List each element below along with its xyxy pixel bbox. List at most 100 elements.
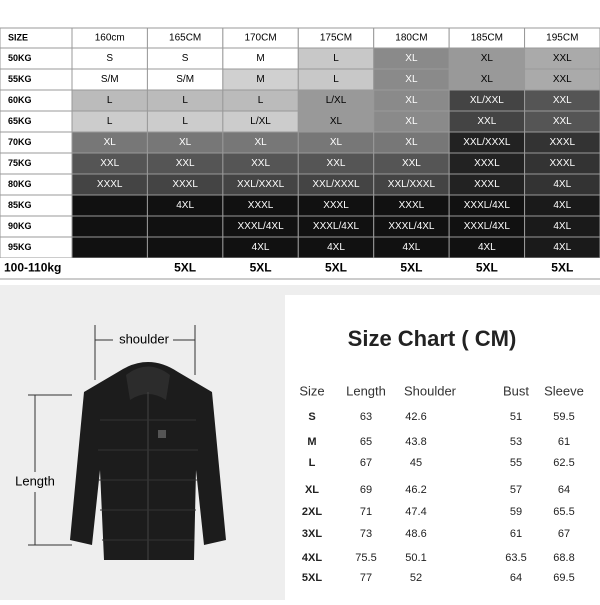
size-cell: XL: [405, 53, 418, 64]
size-name: S: [308, 411, 315, 423]
size-cell: L: [333, 74, 339, 85]
chart-header: Sleeve: [544, 383, 584, 398]
header-text: 170CM: [244, 33, 276, 44]
measurement: 61: [510, 528, 522, 540]
size-cell: XL: [481, 53, 494, 64]
size-cell: XXL: [477, 116, 496, 127]
size-cell: 5XL: [174, 261, 196, 275]
measurement: 47.4: [405, 506, 426, 518]
size-cell: XL: [405, 74, 418, 85]
size-cell: XXXL: [323, 200, 349, 211]
size-cell: XXL: [251, 158, 270, 169]
weight-label: 90KG: [8, 221, 32, 231]
measurement: 48.6: [405, 528, 426, 540]
table-cell: [146, 236, 224, 259]
size-cell: M: [256, 53, 264, 64]
table-cell: [524, 258, 600, 279]
size-cell: S/M: [176, 74, 194, 85]
size-cell: L: [182, 95, 188, 106]
size-cell: XXL/XXXL: [237, 179, 285, 190]
size-cell: XXXL/4XL: [388, 221, 435, 232]
measurement: 62.5: [553, 457, 574, 469]
size-cell: XL: [179, 137, 192, 148]
label-bg: [113, 330, 173, 350]
size-cell: XXXL: [97, 179, 123, 190]
size-cell: 4XL: [252, 242, 270, 253]
measurement: 57: [510, 484, 522, 496]
weight-label: 100-110kg: [4, 261, 61, 275]
size-cell: XXL: [553, 116, 572, 127]
size-cell: S: [182, 53, 189, 64]
table-cell: [71, 194, 148, 217]
size-cell: XL: [330, 116, 343, 127]
table-cell: [449, 258, 525, 279]
size-cell: XXXL: [549, 137, 575, 148]
size-cell: XXXL/4XL: [313, 221, 360, 232]
size-cell: 5XL: [250, 261, 272, 275]
size-cell: 4XL: [553, 200, 571, 211]
table-cell: [298, 258, 374, 279]
size-cell: XL: [254, 137, 267, 148]
size-cell: XXXL: [399, 200, 425, 211]
measurement: 69.5: [553, 572, 574, 584]
chart-header: Bust: [503, 383, 529, 398]
header-text: SIZE: [8, 32, 28, 42]
size-cell: XXXL: [474, 179, 500, 190]
measurement: 68.8: [553, 552, 574, 564]
size-cell: XXL: [553, 53, 572, 64]
size-cell: XXL: [553, 95, 572, 106]
size-cell: XXL/XXXL: [463, 137, 511, 148]
size-cell: S/M: [101, 74, 119, 85]
measurement: 45: [410, 457, 422, 469]
measurement: 63: [360, 411, 372, 423]
table-cell: [0, 258, 72, 279]
measurement: 65.5: [553, 506, 574, 518]
weight-label: 80KG: [8, 179, 32, 189]
size-cell: L: [333, 53, 339, 64]
weight-label: 85KG: [8, 200, 32, 210]
chart-bg: [285, 295, 600, 600]
size-cell: 4XL: [176, 200, 194, 211]
measurement: 73: [360, 528, 372, 540]
measurement: 59: [510, 506, 522, 518]
shoulder-label: shoulder: [119, 331, 170, 346]
header-text: 175CM: [320, 33, 352, 44]
jacket: [70, 362, 226, 560]
length-label: Length: [15, 473, 55, 488]
measurement: 64: [510, 572, 522, 584]
measurement: 42.6: [405, 411, 426, 423]
label-bg: [10, 472, 65, 492]
size-cell: 4XL: [553, 221, 571, 232]
header-text: 195CM: [546, 33, 578, 44]
table-cell: [222, 258, 299, 279]
size-cell: 4XL: [478, 242, 496, 253]
size-cell: 4XL: [553, 179, 571, 190]
size-name: 5XL: [302, 572, 322, 584]
header-text: 165CM: [169, 33, 201, 44]
size-cell: L: [182, 116, 188, 127]
measurement: 55: [510, 457, 522, 469]
measurement: 71: [360, 506, 372, 518]
table-cell: [147, 258, 223, 279]
size-cell: XL/XXL: [470, 95, 504, 106]
measurement: 69: [360, 484, 372, 496]
size-cell: 4XL: [403, 242, 421, 253]
size-cell: 5XL: [400, 261, 422, 275]
measurement: 67: [360, 457, 372, 469]
size-name: L: [309, 457, 316, 469]
measurement: 77: [360, 572, 372, 584]
table-cell: [72, 258, 148, 279]
measurement: 46.2: [405, 484, 426, 496]
size-cell: XXL/XXXL: [388, 179, 436, 190]
size-cell: XXXL/4XL: [464, 200, 511, 211]
table-cell: [146, 215, 224, 238]
measurement: 59.5: [553, 411, 574, 423]
header-text: 180CM: [395, 33, 427, 44]
size-cell: L/XL: [250, 116, 271, 127]
measurement: 75.5: [355, 552, 376, 564]
measurement: 61: [558, 436, 570, 448]
header-text: 160cm: [95, 33, 125, 44]
size-cell: XXL/XXXL: [312, 179, 360, 190]
measurement: 50.1: [405, 552, 426, 564]
